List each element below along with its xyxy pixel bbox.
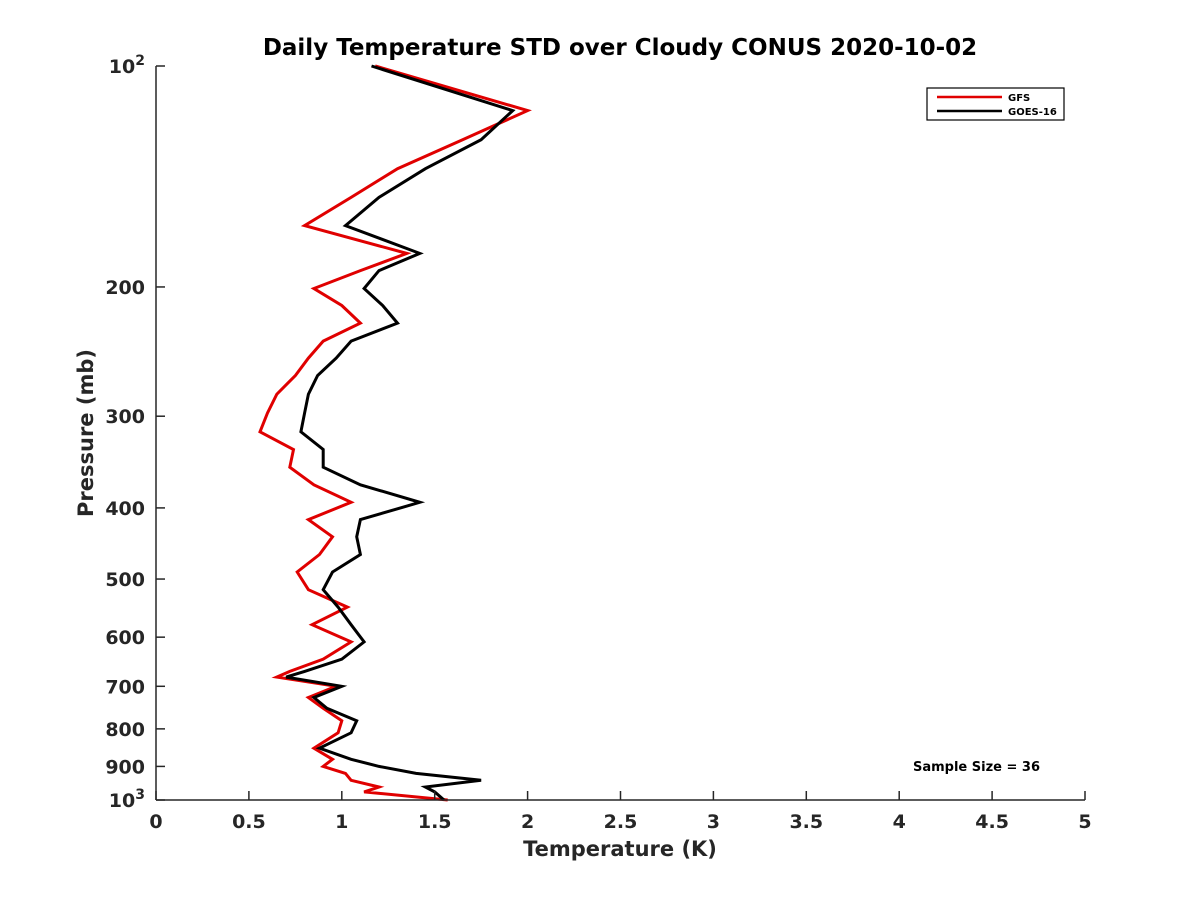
x-tick-label: 4 bbox=[893, 811, 906, 833]
y-tick-label: 800 bbox=[105, 719, 145, 741]
x-tick-label: 1.5 bbox=[418, 811, 452, 833]
x-tick-label: 2.5 bbox=[604, 811, 638, 833]
series-line-goes16 bbox=[285, 64, 516, 802]
x-tick-label: 5 bbox=[1078, 811, 1091, 833]
legend-box bbox=[926, 87, 1065, 121]
y-axis-label: Pressure (mb) bbox=[74, 349, 98, 517]
x-tick-label: 2 bbox=[521, 811, 534, 833]
y-tick-label: 600 bbox=[105, 627, 145, 649]
x-tick-label: 3 bbox=[707, 811, 720, 833]
legend: GFS GOES-16 bbox=[926, 87, 1065, 121]
y-ticks: 102 200 300 400 500 600 700 800 900 103 bbox=[105, 53, 165, 812]
x-axis-label: Temperature (K) bbox=[523, 837, 717, 861]
x-ticks: 0 0.5 1 1.5 2 2.5 3 3.5 4 4.5 5 bbox=[149, 791, 1092, 833]
x-tick-label: 0 bbox=[149, 811, 162, 833]
y-tick-label: 200 bbox=[105, 277, 145, 299]
sample-size-annotation: Sample Size = 36 bbox=[913, 760, 1040, 775]
x-tick-label: 3.5 bbox=[789, 811, 823, 833]
y-tick-label: 400 bbox=[105, 498, 145, 520]
x-tick-label: 4.5 bbox=[975, 811, 1009, 833]
y-tick-label: 900 bbox=[105, 756, 145, 778]
plot-area bbox=[156, 66, 1085, 800]
plot-background bbox=[156, 66, 1085, 800]
chart-title: Daily Temperature STD over Cloudy CONUS … bbox=[263, 35, 977, 61]
legend-label-gfs: GFS bbox=[1008, 93, 1030, 104]
x-tick-label: 1 bbox=[335, 811, 348, 833]
legend-label-goes16: GOES-16 bbox=[1008, 107, 1057, 118]
y-tick-label: 700 bbox=[105, 676, 145, 698]
series-line-gfs bbox=[258, 64, 532, 802]
y-tick-label: 103 bbox=[109, 787, 145, 812]
y-tick-label: 300 bbox=[105, 406, 145, 428]
y-tick-label: 500 bbox=[105, 569, 145, 591]
x-tick-label: 0.5 bbox=[232, 811, 266, 833]
series-layer bbox=[258, 64, 532, 802]
y-tick-label: 102 bbox=[109, 53, 145, 78]
